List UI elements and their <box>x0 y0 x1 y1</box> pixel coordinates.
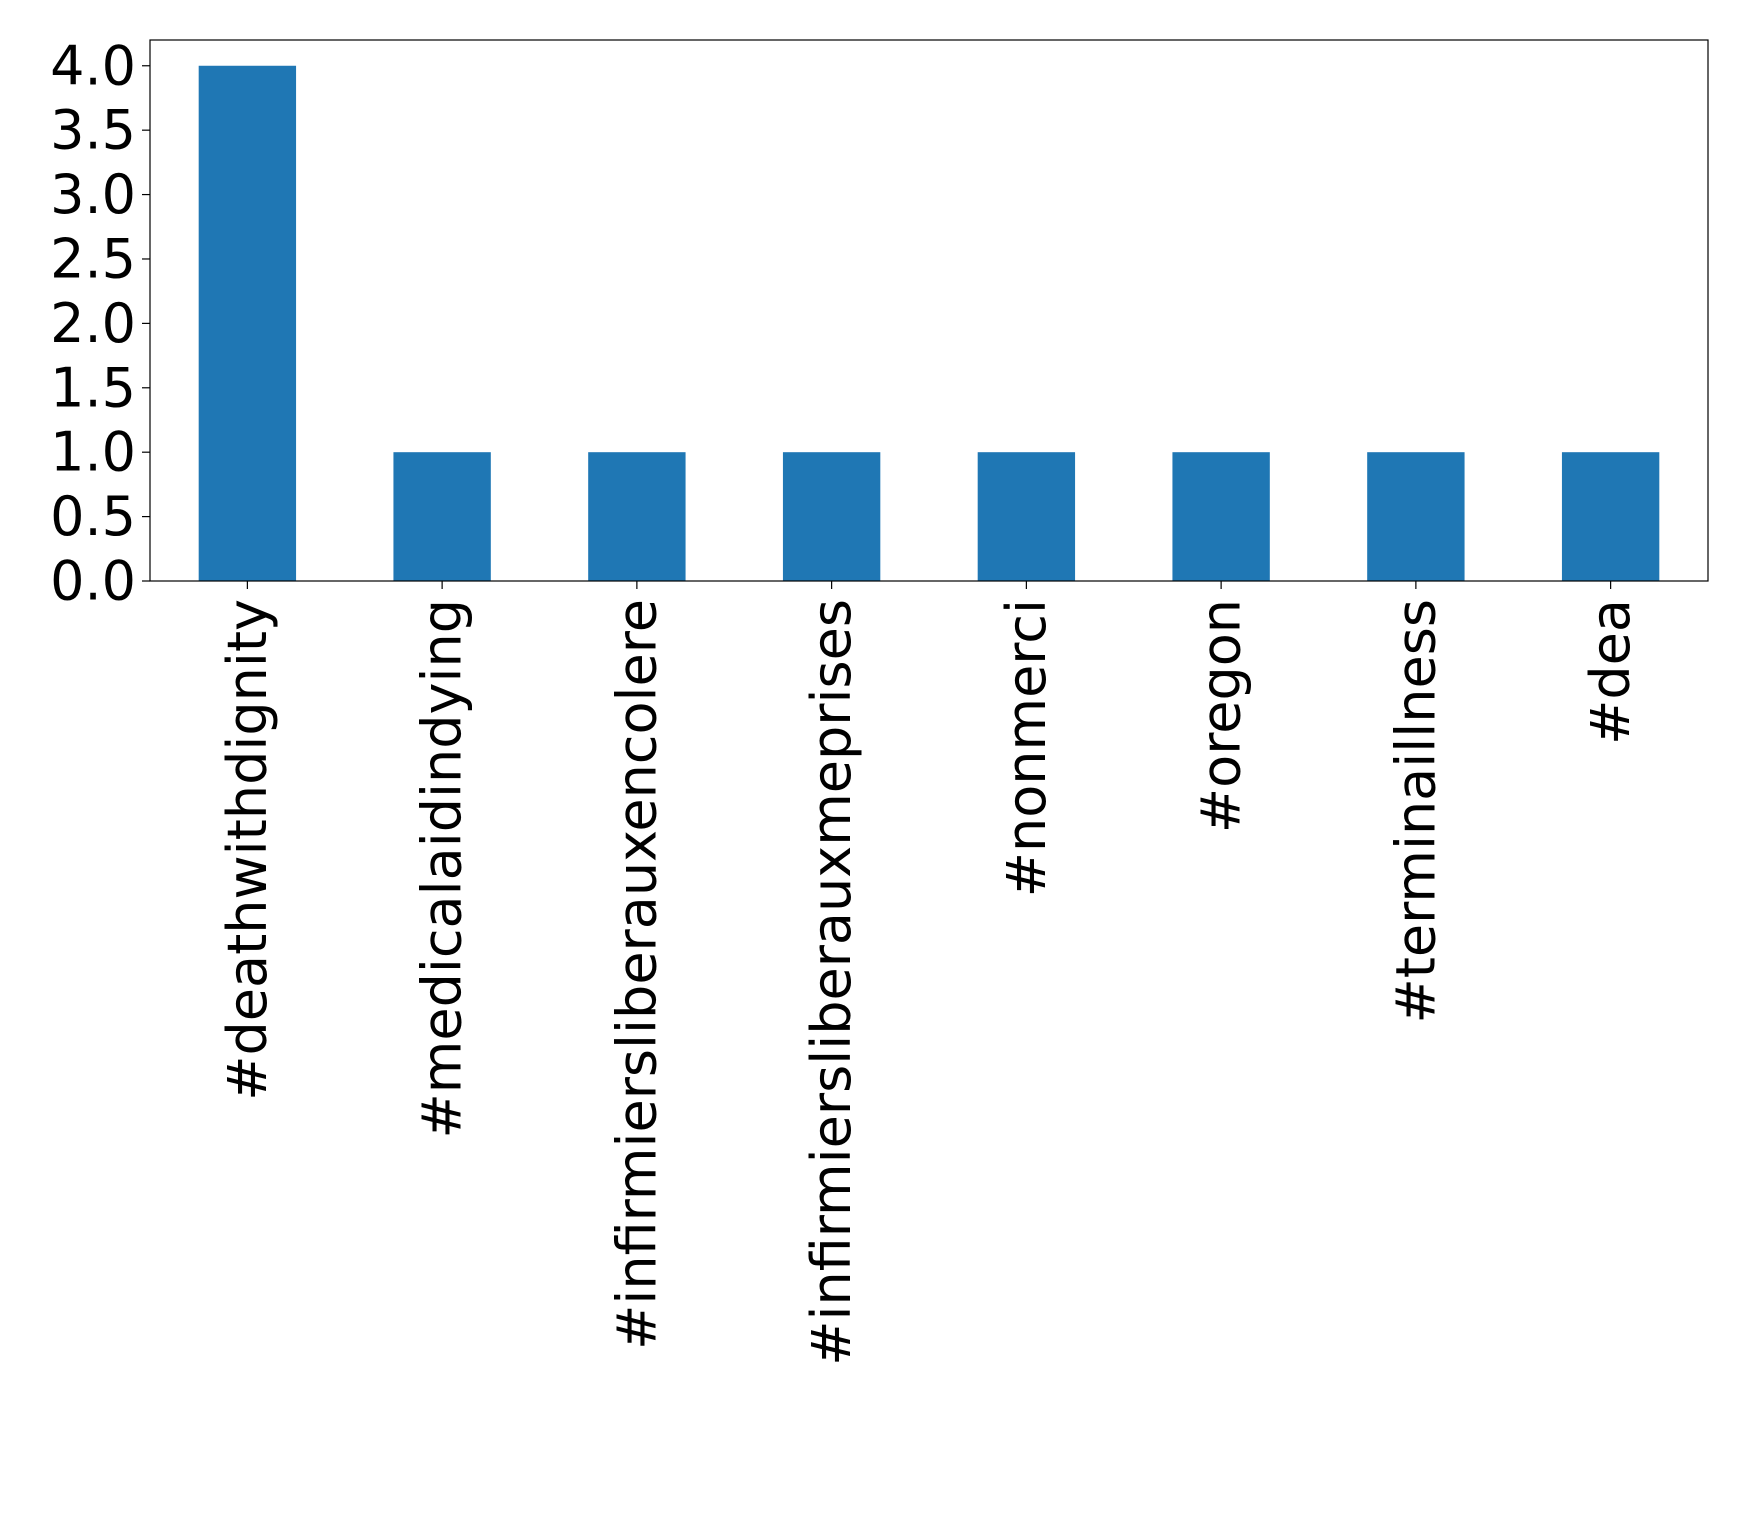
bar <box>393 452 491 581</box>
y-tick-label: 3.5 <box>50 99 136 162</box>
x-tick-label: #nonmerci <box>995 599 1058 897</box>
x-tick-label: #oregon <box>1190 599 1253 833</box>
bar <box>198 65 297 581</box>
x-tick-label: #terminaillness <box>1384 599 1447 1024</box>
y-tick-label: 0.0 <box>50 550 136 613</box>
bar <box>588 452 686 581</box>
x-tick-label: #infirmiersliberauxencolere <box>605 599 668 1350</box>
y-tick-label: 0.5 <box>50 485 136 548</box>
bar <box>782 452 881 581</box>
y-tick-label: 2.5 <box>50 227 136 290</box>
bar <box>1172 452 1270 581</box>
x-axis: #deathwithdignity #medicalaidindying #infi… <box>216 581 1642 1366</box>
plot-frame <box>149 39 1709 582</box>
y-tick-label: 4.0 <box>50 34 136 97</box>
bar <box>1367 452 1465 581</box>
bar <box>977 452 1076 581</box>
x-tick-label: #medicalaidindying <box>411 599 474 1138</box>
x-tick-label: #infirmiersliberauxmeprises <box>800 599 863 1366</box>
y-tick-label: 1.5 <box>50 356 136 419</box>
x-tick-label: #dea <box>1579 599 1642 745</box>
y-axis: 0.00.51.01.52.02.53.03.54.0 <box>50 34 150 613</box>
y-tick-label: 3.0 <box>50 163 136 226</box>
y-tick-label: 2.0 <box>50 292 136 355</box>
x-tick-label: #deathwithdignity <box>216 599 279 1101</box>
bars-group <box>198 65 1660 581</box>
y-tick-label: 1.0 <box>50 421 136 484</box>
bar <box>1561 452 1660 581</box>
